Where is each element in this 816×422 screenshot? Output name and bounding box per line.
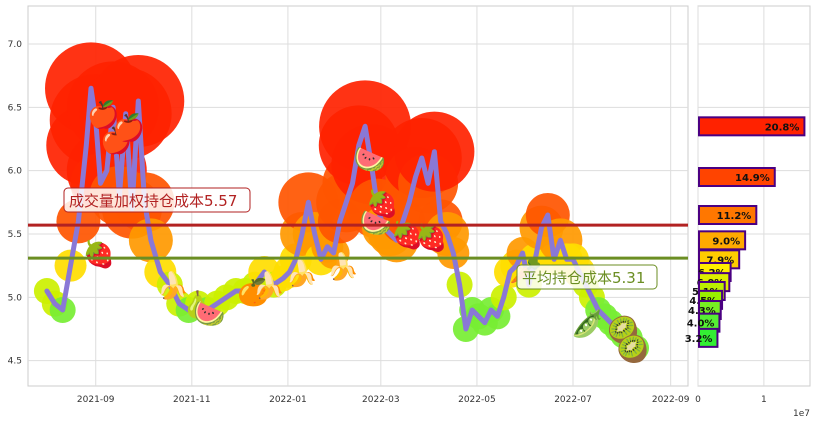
distribution-bar-label: 3.2%: [685, 334, 713, 345]
distribution-bar-label: 11.2%: [717, 211, 752, 222]
fruit-marker: 🍌: [157, 271, 189, 302]
distribution-bars: 20.8%14.9%11.2%9.0%7.9%6.2%6.0%5.1%4.5%4…: [685, 116, 806, 348]
distribution-panel: 20.8%14.9%11.2%9.0%7.9%6.2%6.0%5.1%4.5%4…: [685, 5, 811, 419]
y-tick-label: 4.5: [8, 357, 22, 367]
distribution-bar-label: 9.0%: [712, 236, 740, 247]
cost-label: 平均持仓成本5.31: [522, 269, 645, 287]
fruit-marker: 🍓: [83, 239, 115, 270]
fruit-marker: 🍎: [100, 124, 132, 156]
distribution-ticks: 0 1 1e7: [695, 395, 810, 419]
distribution-bar-label: 20.8%: [765, 122, 800, 133]
cost-label-box: [63, 187, 251, 213]
cost-label-box: [516, 264, 658, 290]
fruit-marker: 🍎: [87, 99, 119, 131]
dist-exponent-label: 1e7: [793, 409, 810, 419]
main-ticks: 4.5 5.0 5.5 6.0 6.5 7.0 2021-09 2021-11 2022-01 2…: [8, 40, 690, 405]
fruit-marker: 🥝: [617, 332, 649, 365]
fruit-marker: 🍌: [253, 271, 285, 302]
fruit-marker: 🍎: [113, 111, 145, 143]
y-tick-label: 5.0: [8, 293, 23, 303]
y-tick-label: 6.0: [8, 167, 23, 177]
distribution-bar-label: 4.3%: [688, 306, 716, 317]
fruit-marker: 🍉: [193, 300, 225, 330]
fruit-marker: 🫛: [571, 309, 603, 340]
x-tick-label: 2022-09: [652, 395, 690, 405]
distribution-bar: [698, 327, 719, 348]
x-tick-label: 2021-11: [173, 395, 211, 405]
price-line: [44, 85, 639, 351]
x-tick-label: 2022-05: [458, 395, 496, 405]
y-tick-label: 7.0: [8, 40, 23, 50]
distribution-bar: [698, 167, 776, 187]
distribution-bar: [698, 205, 758, 225]
distribution-bar-label: 14.9%: [735, 173, 770, 184]
distribution-bar: [698, 116, 806, 137]
cost-annotations: 成交量加权持仓成本5.57 平均持仓成本5.31: [63, 187, 658, 290]
fruit-marker: 🍓: [415, 223, 447, 254]
fruit-marker: 🍌: [286, 258, 318, 289]
fruit-marker: 🍉: [360, 208, 392, 238]
dist-x-tick-label: 0: [695, 395, 701, 405]
cost-lines: [28, 223, 688, 260]
fruit-marker: 🍓: [366, 188, 398, 219]
x-tick-label: 2021-09: [77, 395, 115, 405]
fruit-marker: 🍐: [182, 290, 214, 321]
distribution-bar-label: 7.9%: [706, 255, 734, 266]
x-tick-label: 2022-01: [269, 395, 307, 405]
dist-x-tick-label: 1: [761, 395, 767, 405]
fruit-marker: 🥝: [607, 313, 639, 346]
x-tick-label: 2022-03: [362, 395, 400, 405]
x-tick-label: 2022-07: [554, 395, 592, 405]
main-price-panel: 🍎🍎🍎🍓🍌🍐🍉🍊🍌🍌🍌🍉🍓🍉🍓🍓🥕🫛🥝🥝 4.55.05.56.06.57.02…: [8, 5, 690, 405]
cost-label: 成交量加权持仓成本5.57: [69, 192, 237, 210]
y-tick-label: 5.5: [8, 230, 22, 240]
fruit-marker: 🍌: [327, 252, 359, 283]
y-tick-label: 6.5: [8, 103, 22, 113]
fruit-marker: 🍊: [237, 277, 271, 308]
distribution-bar-label: 4.0%: [687, 319, 715, 330]
fruit-marker: 🍉: [354, 145, 386, 175]
